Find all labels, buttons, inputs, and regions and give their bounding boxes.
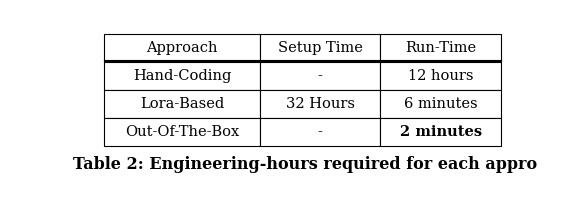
Text: Table 2: Engineering-hours required for each appro: Table 2: Engineering-hours required for … <box>73 156 537 173</box>
